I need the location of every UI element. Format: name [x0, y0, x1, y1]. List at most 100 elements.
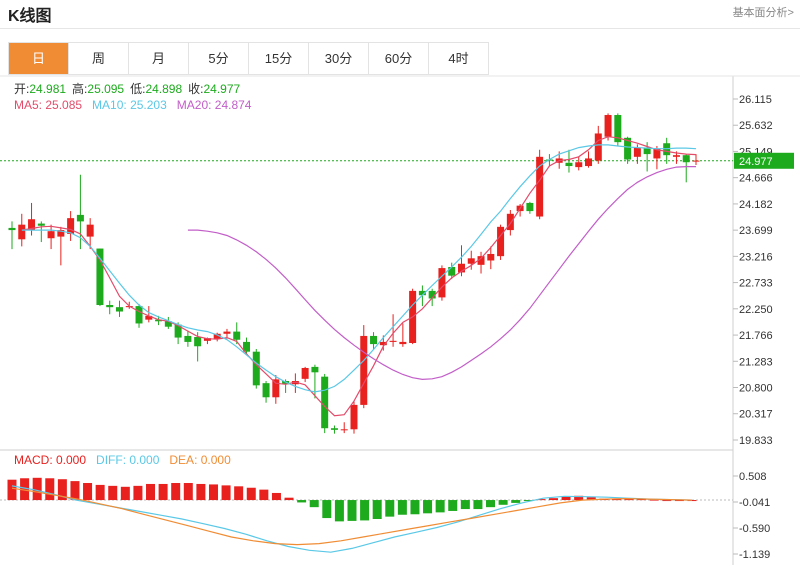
- macd-bar: [158, 483, 168, 501]
- price-tick-label: 20.800: [739, 383, 773, 395]
- tab-month[interactable]: 月: [129, 43, 189, 74]
- price-tick-label: 20.317: [739, 409, 773, 421]
- candle-body: [448, 267, 456, 276]
- candle-body: [67, 218, 75, 234]
- tab-week[interactable]: 周: [69, 43, 129, 74]
- candle-body: [57, 230, 65, 237]
- macd-bar: [57, 479, 67, 501]
- candle-body: [643, 147, 651, 155]
- candle-body: [96, 248, 104, 306]
- candle-body: [135, 306, 143, 324]
- ohlc-readout: 开:24.981 高:25.095 低:24.898 收:24.977: [14, 81, 241, 96]
- close-value: 24.977: [203, 82, 240, 96]
- macd-bar: [435, 500, 445, 513]
- fundamental-analysis-link[interactable]: 基本面分析>: [732, 7, 794, 19]
- candle-body: [604, 115, 612, 137]
- price-tick-label: 24.182: [739, 199, 773, 211]
- candle-body: [184, 335, 192, 342]
- tab-day[interactable]: 日: [9, 43, 69, 74]
- candle-body: [370, 335, 378, 345]
- tab-60min[interactable]: 60分: [369, 43, 429, 74]
- macd-bar: [687, 500, 697, 502]
- candle-body: [174, 324, 182, 338]
- candle-body: [585, 158, 593, 167]
- candle-body: [8, 227, 16, 231]
- macd-bar: [83, 483, 93, 501]
- macd-bar: [473, 500, 483, 510]
- ma5-label: MA5:: [14, 98, 45, 112]
- tab-5min[interactable]: 5分: [189, 43, 249, 74]
- candle-body: [438, 268, 446, 298]
- candle-body: [145, 315, 153, 320]
- dea-value: 0.000: [201, 453, 231, 467]
- page-title: K线图: [8, 8, 52, 25]
- macd-bar: [171, 483, 181, 501]
- tab-4hour[interactable]: 4时: [429, 43, 489, 74]
- macd-bar: [360, 500, 370, 521]
- macd-bar: [322, 500, 332, 519]
- candle-body: [252, 351, 260, 386]
- current-price-label: 24.977: [739, 156, 773, 168]
- candle-body: [526, 202, 534, 212]
- ma10-line: [21, 144, 697, 393]
- candle-body: [194, 337, 202, 347]
- macd-bar: [649, 499, 659, 501]
- candle-body: [311, 366, 319, 373]
- candle-body: [653, 148, 661, 159]
- candle-body: [624, 137, 632, 160]
- candle-body: [565, 162, 573, 167]
- ma20-line: [187, 166, 696, 381]
- macd-bar: [586, 497, 596, 501]
- candle-body: [272, 379, 280, 398]
- candle-body: [330, 428, 338, 430]
- ma10-label: MA10:: [92, 98, 130, 112]
- macd-bar: [624, 499, 634, 501]
- high-label: 高:: [72, 81, 87, 96]
- macd-bar: [523, 500, 533, 502]
- macd-bar: [548, 498, 558, 501]
- tab-30min[interactable]: 30分: [309, 43, 369, 74]
- candle-body: [682, 155, 690, 163]
- moving-average-lines: [21, 136, 697, 417]
- ma-readout: MA5: 25.085 MA10: 25.203 MA20: 24.874: [14, 98, 252, 112]
- candle-body: [487, 253, 495, 261]
- candle-body: [418, 290, 426, 296]
- candle-body: [321, 376, 329, 429]
- diff-line: [11, 485, 693, 553]
- macd-bar: [448, 500, 458, 511]
- price-tick-label: 21.283: [739, 356, 773, 368]
- candle-body: [506, 213, 514, 231]
- macd-bar: [108, 485, 118, 501]
- ma10-value: 25.203: [130, 98, 167, 112]
- candle-body: [575, 162, 583, 168]
- macd-readout: MACD: 0.000 DIFF: 0.000 DEA: 0.000: [14, 453, 231, 467]
- price-tick-label: 22.733: [739, 278, 773, 290]
- ma5-line: [21, 136, 697, 417]
- price-axis: 26.11525.63225.14924.66624.18223.69923.2…: [0, 94, 794, 447]
- diff-value: 0.000: [129, 453, 159, 467]
- candle-body: [243, 341, 251, 352]
- candle-body: [106, 305, 114, 308]
- candle-body: [536, 156, 544, 217]
- macd-tick-label: -1.139: [739, 549, 770, 561]
- macd-bar: [271, 492, 281, 501]
- macd-bar: [234, 486, 244, 501]
- macd-bar: [133, 485, 143, 501]
- candle-body: [672, 155, 680, 157]
- macd-bar: [372, 500, 382, 520]
- tab-15min[interactable]: 15分: [249, 43, 309, 74]
- macd-bar: [32, 477, 42, 501]
- ma20-label: MA20:: [177, 98, 215, 112]
- macd-bar: [7, 479, 17, 501]
- macd-bar: [334, 500, 344, 522]
- macd-bar: [410, 500, 420, 515]
- macd-bar: [397, 500, 407, 515]
- price-tick-label: 22.250: [739, 304, 773, 316]
- chart-grid: [0, 75, 800, 565]
- macd-bar: [95, 484, 105, 501]
- open-label: 开:: [14, 82, 29, 96]
